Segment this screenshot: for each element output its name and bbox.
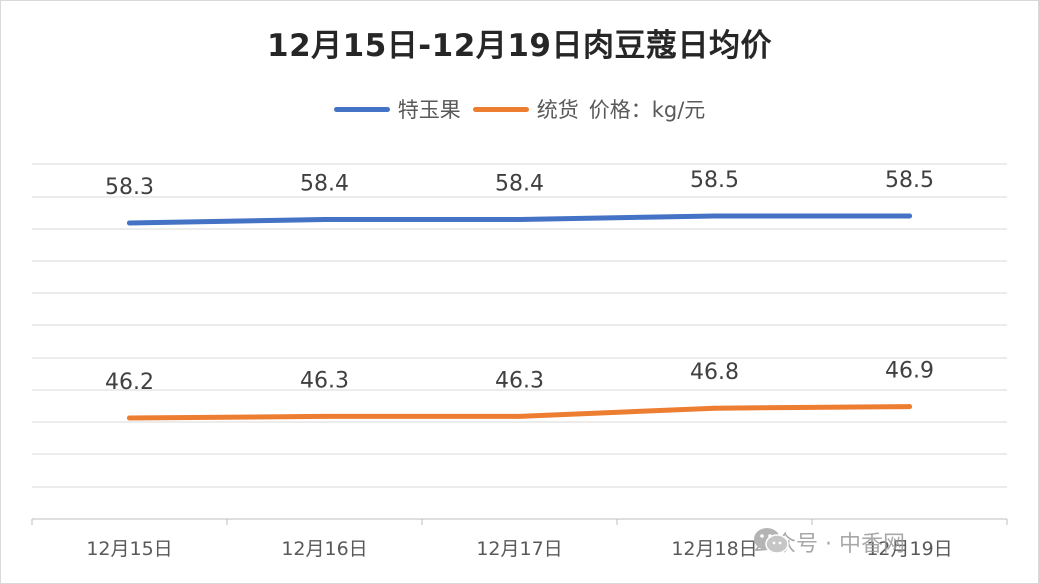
x-tick-label: 12月15日 [86, 538, 172, 560]
chart-title: 12月15日-12月19日肉豆蔻日均价 [267, 28, 772, 64]
data-label: 46.9 [885, 359, 934, 384]
data-point [127, 415, 132, 421]
x-tick-label: 12月16日 [281, 538, 367, 560]
data-label: 58.5 [690, 168, 739, 193]
data-point [127, 220, 132, 226]
x-tick-label: 12月19日 [866, 538, 952, 560]
legend-swatch-series-2 [472, 106, 529, 112]
legend-label-series-2: 统货 [536, 98, 579, 122]
data-point [712, 213, 717, 219]
data-point [712, 405, 717, 411]
data-label: 46.8 [690, 360, 739, 385]
legend-swatch-series-1 [333, 106, 390, 112]
unit-note: 价格：kg/元 [588, 98, 706, 122]
data-label: 46.2 [105, 370, 154, 395]
data-label: 46.3 [300, 368, 349, 393]
data-point [517, 413, 522, 419]
data-label: 58.5 [885, 168, 934, 193]
data-label: 58.4 [495, 172, 544, 197]
wechat-icon [754, 528, 789, 554]
legend-label-series-1: 特玉果 [397, 98, 461, 122]
legend-item-series-1: 特玉果 [333, 94, 461, 124]
data-point [517, 217, 522, 222]
chart-legend: 特玉果 统货 价格：kg/元 [0, 94, 1039, 124]
data-label: 46.3 [495, 368, 544, 393]
data-point [322, 413, 327, 419]
data-point [322, 217, 327, 222]
data-point [907, 404, 912, 410]
data-point [907, 213, 912, 219]
watermark: 公众号 · 中香网 [752, 526, 905, 558]
legend-item-series-2: 统货 价格：kg/元 [472, 94, 706, 124]
data-label: 58.4 [300, 172, 349, 197]
data-label: 58.3 [105, 175, 154, 200]
x-tick-label: 12月17日 [476, 538, 562, 560]
x-tick-label: 12月18日 [671, 538, 757, 560]
